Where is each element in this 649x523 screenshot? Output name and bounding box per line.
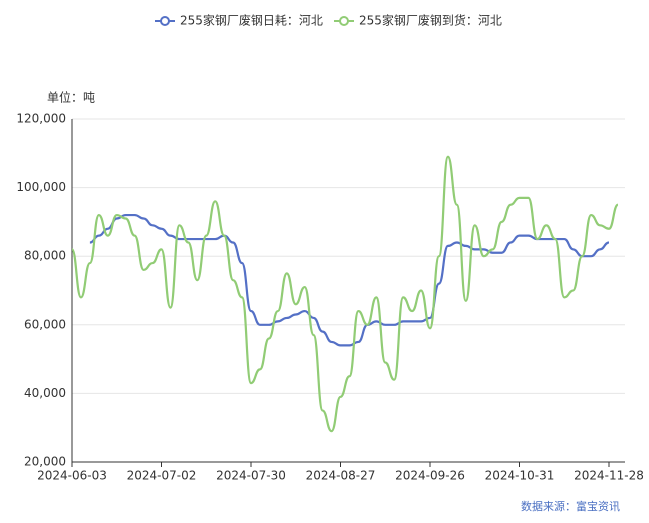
x-tick-label: 2024-11-28: [574, 469, 644, 483]
y-tick-label: 20,000: [24, 455, 66, 469]
legend-label: 255家钢厂废钢日耗：河北: [180, 13, 323, 28]
x-tick-label: 2024-09-26: [395, 469, 465, 483]
legend-marker: [339, 16, 349, 26]
y-tick-label: 120,000: [16, 112, 66, 126]
legend-label: 255家钢厂废钢到货：河北: [359, 13, 502, 28]
x-tick-label: 2024-07-30: [216, 469, 286, 483]
x-tick-label: 2024-07-02: [127, 469, 197, 483]
series-line: [70, 155, 619, 433]
source: 数据来源：富宝资讯: [521, 499, 620, 513]
y-tick-label: 60,000: [24, 317, 66, 331]
unit-label: 单位：吨: [47, 90, 95, 105]
x-tick-label: 2024-06-03: [37, 469, 107, 483]
y-tick-label: 40,000: [24, 386, 66, 400]
series-line: [89, 213, 610, 347]
x-tick-label: 2024-08-27: [306, 469, 376, 483]
y-tick-label: 100,000: [16, 180, 66, 194]
x-tick-label: 2024-10-31: [485, 469, 555, 483]
legend-marker: [160, 16, 170, 26]
y-tick-label: 80,000: [24, 249, 66, 263]
